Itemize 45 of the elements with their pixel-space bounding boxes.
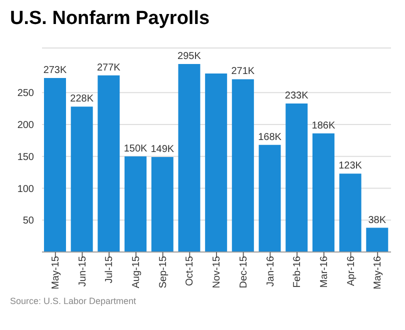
bar bbox=[178, 64, 200, 252]
x-tick-label: Jun-15 bbox=[77, 256, 88, 287]
x-tick-label: Sep-15 bbox=[158, 256, 169, 288]
data-label: 150K bbox=[124, 143, 148, 154]
x-tick-label: Feb-16 bbox=[292, 256, 304, 288]
data-label: 168K bbox=[258, 132, 282, 143]
bar bbox=[366, 228, 388, 252]
bar bbox=[232, 79, 254, 252]
source-note: Source: U.S. Labor Department bbox=[9, 296, 138, 306]
y-tick-label: 100 bbox=[17, 184, 34, 195]
data-label: 149K bbox=[150, 144, 174, 156]
bar bbox=[312, 133, 334, 252]
y-tick-label: 250 bbox=[17, 88, 34, 100]
data-label: 123K bbox=[338, 160, 362, 172]
data-label: 228K bbox=[70, 94, 94, 105]
bar bbox=[286, 103, 308, 252]
data-label: 271K bbox=[231, 66, 255, 78]
x-tick-label: May-15 bbox=[50, 256, 62, 290]
bar bbox=[151, 157, 174, 252]
data-label: 277K bbox=[97, 62, 121, 74]
y-tick-label: 150 bbox=[17, 152, 34, 163]
bar bbox=[258, 144, 281, 252]
data-label: 233K bbox=[284, 90, 309, 102]
bar bbox=[205, 74, 228, 252]
x-tick-label: Aug-15 bbox=[131, 256, 142, 288]
x-tick-label: Mar-16 bbox=[318, 256, 330, 288]
x-tick-label: Apr-16 bbox=[346, 256, 357, 286]
bar bbox=[98, 75, 120, 252]
data-label: 186K bbox=[312, 120, 336, 132]
data-label: 38K bbox=[368, 214, 386, 226]
bar bbox=[44, 78, 66, 252]
x-tick-label: Oct-15 bbox=[184, 256, 196, 286]
data-label: 295K bbox=[178, 50, 202, 62]
y-tick-label: 200 bbox=[17, 120, 34, 132]
bar bbox=[70, 106, 93, 252]
x-tick-label: Nov-15 bbox=[212, 256, 223, 288]
bar bbox=[339, 174, 362, 252]
x-tick-label: Dec-15 bbox=[238, 256, 250, 288]
bar bbox=[124, 156, 147, 252]
y-tick-label: 50 bbox=[22, 216, 34, 227]
x-tick-label: Jul-15 bbox=[104, 256, 116, 284]
x-tick-label: Jan-16 bbox=[265, 256, 276, 287]
x-tick-label: May-16 bbox=[372, 256, 384, 290]
data-label: 273K bbox=[43, 64, 68, 76]
chart-title: U.S. Nonfarm Payrolls bbox=[9, 8, 211, 31]
